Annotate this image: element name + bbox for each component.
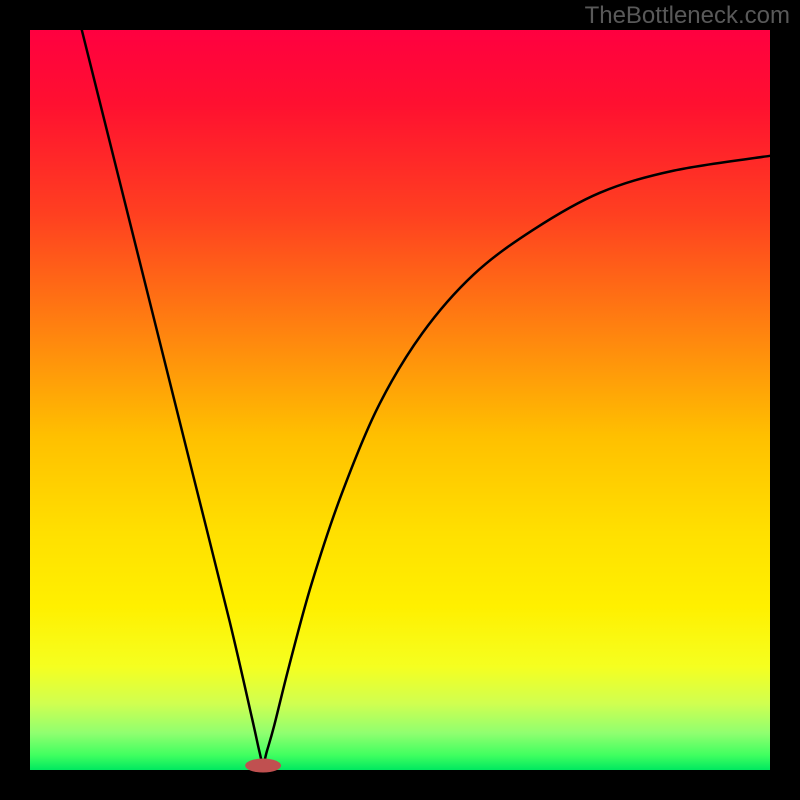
optimal-marker — [245, 759, 281, 773]
watermark-text: TheBottleneck.com — [585, 2, 790, 30]
bottleneck-chart — [0, 0, 800, 800]
gradient-background — [30, 30, 770, 770]
chart-frame: TheBottleneck.com — [0, 0, 800, 800]
